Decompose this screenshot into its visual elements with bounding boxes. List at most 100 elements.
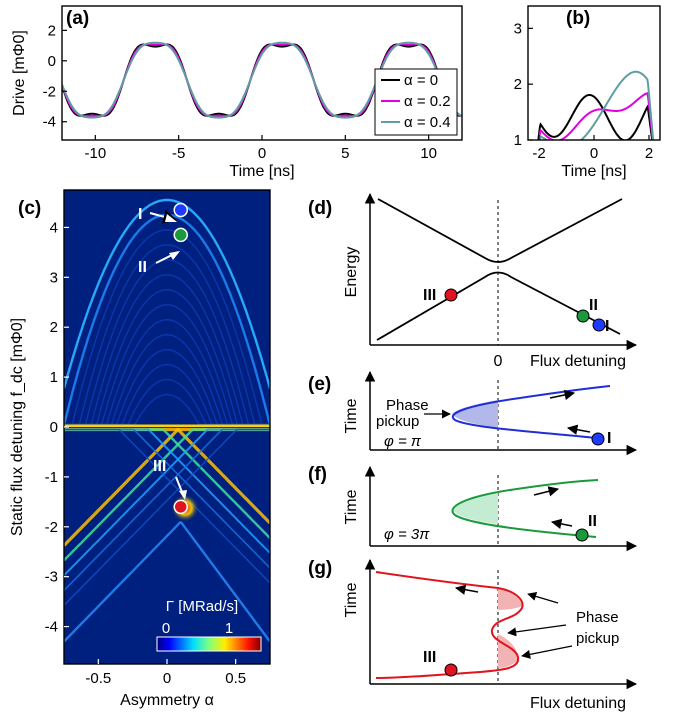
panel-a-xlabel: Time [ns] bbox=[229, 163, 294, 180]
phase-text-e2: pickup bbox=[376, 413, 419, 430]
point-III bbox=[444, 288, 458, 302]
arrowhead-I bbox=[165, 214, 177, 222]
panel-f-ylabel: Time bbox=[343, 489, 360, 524]
trajectory-g bbox=[375, 571, 524, 679]
colorbar-label: Γ [MRad/s] bbox=[166, 598, 238, 615]
panel-b-series-1 bbox=[538, 91, 654, 140]
heatmap-upper-fringe bbox=[64, 274, 270, 426]
upper-energy-branch bbox=[377, 198, 623, 263]
direction-arrow-e2 bbox=[566, 424, 591, 435]
marker-I bbox=[173, 202, 188, 218]
panel-b-series-0 bbox=[537, 94, 654, 140]
panel-b-xtick-label: -2 bbox=[532, 145, 545, 162]
colorbar-gradient bbox=[156, 636, 262, 652]
panel-b-zoom-plot: -2 0 2 1 2 3 (b) Time [ns] bbox=[514, 5, 661, 180]
phase-text-e1: Phase bbox=[386, 397, 429, 414]
point-label-II: II bbox=[589, 297, 598, 314]
phase-pointer-g1 bbox=[527, 591, 559, 604]
heatmap-upper-fringe bbox=[64, 289, 270, 426]
panel-b-xtick-label: 2 bbox=[645, 145, 653, 162]
panel-a-xtick-label: -5 bbox=[172, 145, 185, 162]
panel-a-ticks: -10 -5 0 5 10 -4 -2 0 2 bbox=[43, 22, 437, 162]
panel-c-ylabel: Static flux detuning f_dc [mΦ0] bbox=[9, 318, 26, 536]
panel-c-xtick-label: -0.5 bbox=[85, 670, 111, 687]
point-label-II-f: II bbox=[588, 513, 597, 530]
panel-e-trajectory: (e) I Phase pickup φ = π Time bbox=[308, 370, 638, 456]
panel-f-trajectory: (f) II φ = 3π Time bbox=[308, 464, 638, 552]
panel-a-xtick-label: 5 bbox=[341, 145, 349, 162]
direction-arrow-e1 bbox=[549, 389, 576, 401]
point-label-III: III bbox=[423, 287, 436, 304]
lower-energy-branch bbox=[376, 271, 621, 341]
panel-b-curves bbox=[537, 70, 655, 140]
panel-c-xlabel: Asymmetry α bbox=[120, 692, 214, 709]
marker-III bbox=[173, 499, 188, 515]
legend-entry-alpha-0: α = 0 bbox=[404, 72, 438, 89]
panel-c-ytick-label: -4 bbox=[45, 619, 58, 636]
panel-b-ticks: -2 0 2 1 2 3 bbox=[514, 20, 654, 162]
heatmap-lower-fringe bbox=[64, 428, 270, 606]
panel-b-xlabel: Time [ns] bbox=[561, 163, 626, 180]
panel-c-ytick-label: -3 bbox=[45, 569, 58, 586]
marker-label-I: I bbox=[138, 206, 142, 223]
panel-d-xlabel: Flux detuning bbox=[530, 353, 626, 370]
panel-d-zero-label: 0 bbox=[494, 353, 503, 370]
heatmap-upper-fringe bbox=[64, 244, 270, 426]
panel-b-series-2 bbox=[538, 70, 655, 140]
panel-d-energy-diagram: (d) Energy 0 Flux detuning III II I bbox=[308, 192, 638, 370]
panel-c-xtick-label: 0 bbox=[163, 670, 171, 687]
heatmap-lower-fringe bbox=[64, 428, 270, 584]
colorbar-min: 0 bbox=[162, 620, 170, 637]
panel-d-ylabel: Energy bbox=[343, 247, 360, 298]
heatmap-upper-fringe bbox=[64, 259, 270, 426]
point-III-g bbox=[444, 663, 458, 677]
panel-c-ytick-label: -2 bbox=[45, 519, 58, 536]
point-I-e bbox=[591, 432, 605, 446]
panel-a-ytick-label: 2 bbox=[48, 22, 56, 39]
panel-b-ytick-label: 2 bbox=[514, 76, 522, 93]
phase-area-e bbox=[452, 400, 498, 428]
panel-c-ytick-label: 2 bbox=[50, 319, 58, 336]
direction-arrow-f2 bbox=[550, 518, 573, 530]
marker-label-III: III bbox=[153, 458, 166, 475]
point-label-III-g: III bbox=[423, 649, 436, 666]
heatmap-cross-line bbox=[64, 520, 182, 643]
panel-g-xlabel: Flux detuning bbox=[530, 695, 626, 712]
panel-c-ytick-label: 0 bbox=[50, 419, 58, 436]
phi-label-e: φ = π bbox=[384, 433, 422, 450]
legend-entry-alpha-0-2: α = 0.2 bbox=[404, 93, 451, 110]
panel-c-label: (c) bbox=[18, 198, 41, 219]
heatmap-zero-band bbox=[64, 424, 270, 428]
panel-c-heatmap: -0.5 0 0.5 4 3 2 1 0 -1 -2 -3 -4 (c) Asymmetry α St… bbox=[9, 189, 271, 709]
phase-text-g1: Phase bbox=[576, 609, 619, 626]
panel-a-xtick-label: 0 bbox=[258, 145, 266, 162]
point-label-I-e: I bbox=[607, 430, 611, 447]
panel-b-label: (b) bbox=[566, 8, 590, 29]
heatmap-cross-line bbox=[179, 521, 270, 643]
panel-a-ytick-label: -4 bbox=[43, 114, 56, 131]
panel-b-ytick-label: 1 bbox=[514, 132, 522, 149]
direction-arrow-f1 bbox=[533, 486, 560, 497]
panel-e-ylabel: Time bbox=[343, 398, 360, 433]
legend-entry-alpha-0-4: α = 0.4 bbox=[404, 114, 451, 131]
heatmap-lower-fringe bbox=[64, 428, 270, 591]
arrowhead-II bbox=[169, 251, 180, 260]
panel-g-ylabel: Time bbox=[343, 582, 360, 617]
trajectory-f bbox=[451, 479, 599, 538]
panel-a-ylabel: Drive [mΦ0] bbox=[11, 30, 28, 116]
point-I bbox=[592, 318, 606, 332]
panel-g-label: (g) bbox=[308, 558, 332, 579]
point-label-I: I bbox=[605, 318, 609, 335]
panel-f-label: (f) bbox=[308, 464, 327, 485]
marker-label-II: II bbox=[138, 259, 147, 276]
panel-a-series-2 bbox=[62, 41, 462, 119]
colorbar: Γ [MRad/s] 0 1 bbox=[156, 598, 262, 652]
panel-a-ytick-label: 0 bbox=[48, 53, 56, 70]
panel-a-legend: α = 0 α = 0.2 α = 0.4 bbox=[374, 68, 458, 136]
phase-text-g2: pickup bbox=[576, 630, 619, 647]
colorbar-max: 1 bbox=[225, 620, 233, 637]
panel-c-ytick-label: 3 bbox=[50, 269, 58, 286]
point-II-f bbox=[575, 528, 589, 542]
panel-b-xtick-label: 0 bbox=[590, 145, 598, 162]
heatmap-upper-fringe bbox=[64, 198, 270, 389]
